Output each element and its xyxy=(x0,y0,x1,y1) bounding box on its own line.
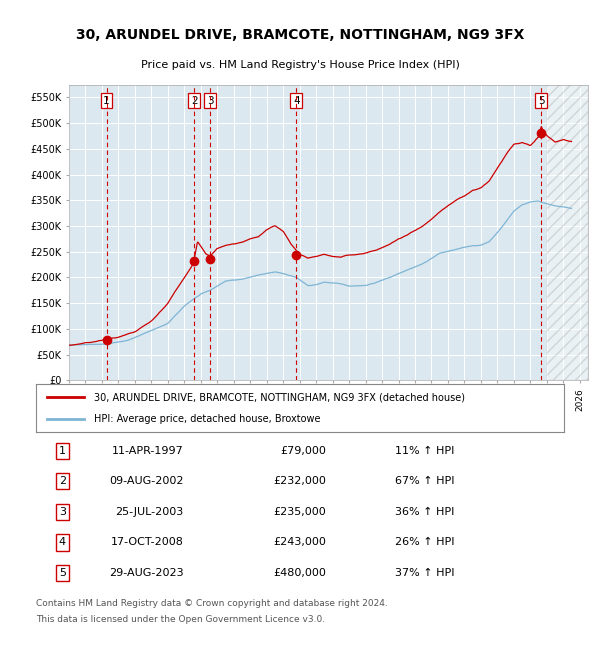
Text: 36% ↑ HPI: 36% ↑ HPI xyxy=(395,507,454,517)
Text: £243,000: £243,000 xyxy=(274,538,326,547)
Text: 2: 2 xyxy=(191,96,197,105)
Text: 26% ↑ HPI: 26% ↑ HPI xyxy=(395,538,455,547)
Text: 29-AUG-2023: 29-AUG-2023 xyxy=(109,568,184,578)
Text: 67% ↑ HPI: 67% ↑ HPI xyxy=(395,476,455,486)
Text: 4: 4 xyxy=(293,96,299,105)
Text: 11-APR-1997: 11-APR-1997 xyxy=(112,446,184,456)
Text: 09-AUG-2002: 09-AUG-2002 xyxy=(109,476,184,486)
Text: 3: 3 xyxy=(59,507,66,517)
Text: £235,000: £235,000 xyxy=(274,507,326,517)
Text: 37% ↑ HPI: 37% ↑ HPI xyxy=(395,568,455,578)
Text: 30, ARUNDEL DRIVE, BRAMCOTE, NOTTINGHAM, NG9 3FX: 30, ARUNDEL DRIVE, BRAMCOTE, NOTTINGHAM,… xyxy=(76,28,524,42)
Text: 3: 3 xyxy=(207,96,214,105)
Text: 17-OCT-2008: 17-OCT-2008 xyxy=(111,538,184,547)
Text: 5: 5 xyxy=(538,96,545,105)
Text: Price paid vs. HM Land Registry's House Price Index (HPI): Price paid vs. HM Land Registry's House … xyxy=(140,60,460,70)
Text: This data is licensed under the Open Government Licence v3.0.: This data is licensed under the Open Gov… xyxy=(36,615,325,624)
Bar xyxy=(547,84,588,380)
Text: 1: 1 xyxy=(103,96,110,105)
Text: £480,000: £480,000 xyxy=(274,568,326,578)
Text: 30, ARUNDEL DRIVE, BRAMCOTE, NOTTINGHAM, NG9 3FX (detached house): 30, ARUNDEL DRIVE, BRAMCOTE, NOTTINGHAM,… xyxy=(94,392,465,402)
Text: 1: 1 xyxy=(59,446,66,456)
Text: £79,000: £79,000 xyxy=(281,446,326,456)
Text: 5: 5 xyxy=(59,568,66,578)
Text: HPI: Average price, detached house, Broxtowe: HPI: Average price, detached house, Brox… xyxy=(94,413,320,424)
Text: 2: 2 xyxy=(59,476,66,486)
Text: £232,000: £232,000 xyxy=(274,476,326,486)
Text: 11% ↑ HPI: 11% ↑ HPI xyxy=(395,446,454,456)
Text: Contains HM Land Registry data © Crown copyright and database right 2024.: Contains HM Land Registry data © Crown c… xyxy=(36,599,388,608)
Text: 4: 4 xyxy=(59,538,66,547)
Text: 25-JUL-2003: 25-JUL-2003 xyxy=(116,507,184,517)
